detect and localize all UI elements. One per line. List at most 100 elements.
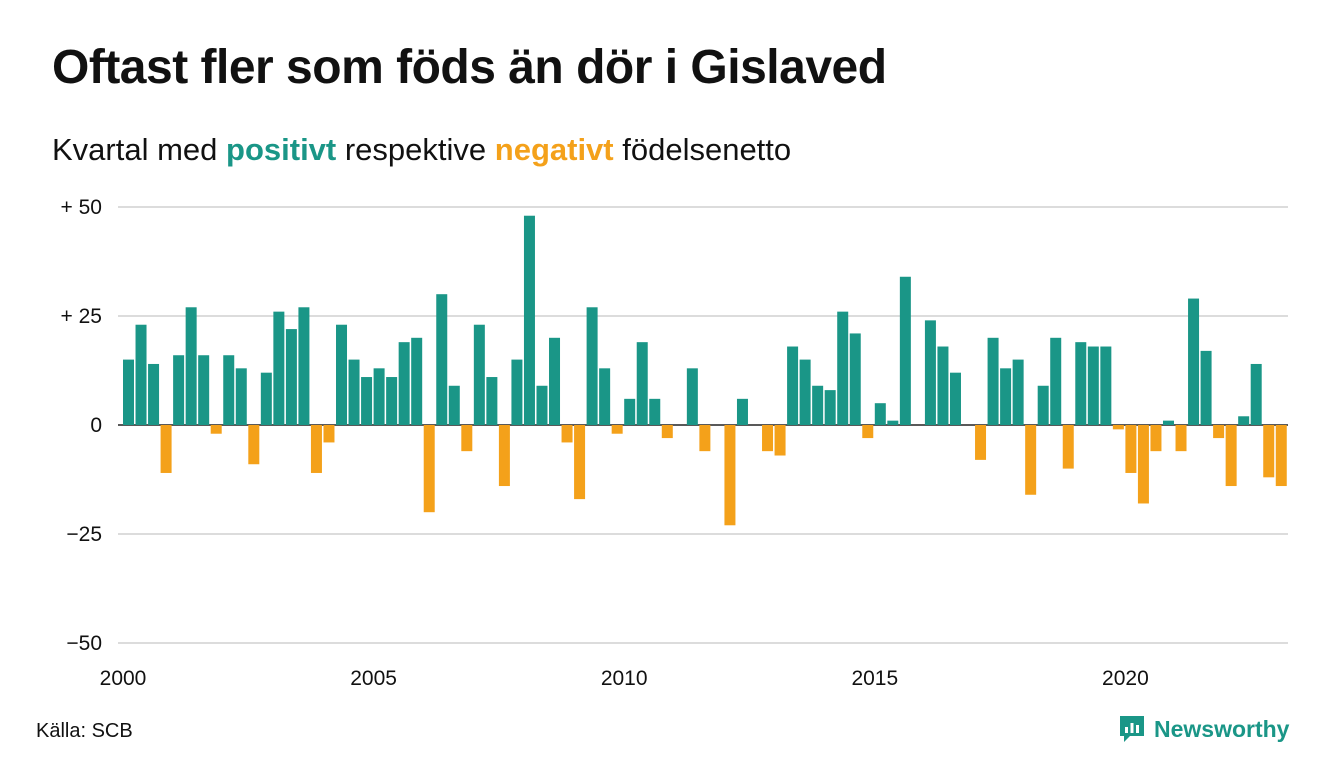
bar-positive: [260, 372, 272, 425]
bar-positive: [937, 346, 949, 425]
bar-negative: [1112, 425, 1124, 430]
y-tick-label: 0: [90, 414, 102, 437]
bar-positive: [285, 329, 297, 425]
bar-positive: [1162, 420, 1174, 425]
bar-positive: [1250, 363, 1262, 425]
subtitle-prefix: Kvartal med: [52, 132, 227, 167]
bar-negative: [248, 425, 260, 465]
bar-positive: [624, 398, 636, 425]
bar-positive: [348, 359, 360, 425]
bar-positive: [812, 385, 824, 425]
bar-positive: [649, 398, 661, 425]
bar-negative: [561, 425, 573, 443]
bar-positive: [336, 324, 348, 425]
y-tick-label: + 25: [61, 305, 102, 328]
bar-positive: [235, 368, 247, 425]
bar-positive: [273, 311, 285, 425]
bar-negative: [574, 425, 586, 500]
bar-positive: [837, 311, 849, 425]
bar-positive: [361, 377, 373, 425]
bar-positive: [924, 320, 936, 425]
bar-negative: [1137, 425, 1149, 504]
y-tick-label: −50: [66, 632, 102, 655]
bar-negative: [1275, 425, 1287, 487]
bar-positive: [599, 368, 611, 425]
bar-negative: [611, 425, 623, 434]
chart-subtitle: Kvartal med positivt respektive negativt…: [52, 132, 791, 168]
bar-positive: [899, 276, 911, 425]
bar-positive: [987, 337, 999, 425]
bar-positive: [736, 398, 748, 425]
y-tick-label: −25: [66, 523, 102, 546]
bar-positive: [198, 355, 210, 425]
bar-positive: [586, 307, 598, 425]
bar-positive: [123, 359, 134, 425]
x-tick-label: 2015: [851, 667, 898, 690]
bar-positive: [1200, 350, 1212, 425]
bar-positive: [1188, 298, 1200, 425]
bars: [123, 215, 1287, 526]
bar-negative: [310, 425, 322, 473]
bar-negative: [774, 425, 786, 456]
subtitle-suffix: födelsenetto: [613, 132, 792, 167]
y-axis-ticks: + 50 + 25 0 −25 −50: [61, 196, 102, 655]
bar-negative: [1213, 425, 1225, 439]
bar-negative: [1263, 425, 1275, 478]
bar-positive: [223, 355, 235, 425]
subtitle-positive-word: positivt: [226, 132, 337, 167]
bar-negative: [762, 425, 774, 452]
bar-negative: [323, 425, 335, 443]
bar-negative: [461, 425, 473, 452]
subtitle-negative-word: negativt: [494, 132, 614, 167]
bar-positive: [1087, 346, 1099, 425]
newsworthy-logo-icon: [1120, 716, 1144, 742]
bar-negative: [210, 425, 222, 434]
bar-positive: [511, 359, 523, 425]
bar-positive: [1100, 346, 1112, 425]
bar-negative: [1150, 425, 1162, 452]
bar-positive: [398, 342, 410, 425]
bar-positive: [148, 363, 160, 425]
brand[interactable]: Newsworthy: [1118, 714, 1289, 744]
x-axis-ticks: 2000 2005 2010 2015 2020: [100, 667, 1149, 690]
subtitle-middle: respektive: [336, 132, 495, 167]
x-tick-label: 2010: [601, 667, 648, 690]
bar-positive: [473, 324, 485, 425]
bar-chart: + 50 + 25 0 −25 −50 2000 2005 2010 2015 2020: [61, 196, 1288, 690]
bar-positive: [1012, 359, 1024, 425]
bar-positive: [824, 390, 836, 425]
bar-positive: [799, 359, 811, 425]
bar-positive: [135, 324, 147, 425]
bar-positive: [386, 377, 398, 425]
bar-positive: [523, 215, 535, 425]
bar-negative: [1175, 425, 1187, 452]
bar-positive: [185, 307, 197, 425]
bar-negative: [699, 425, 711, 452]
bar-positive: [1037, 385, 1049, 425]
bar-negative: [1062, 425, 1074, 469]
brand-name: Newsworthy: [1154, 715, 1290, 742]
chart-title: Oftast fler som föds än dör i Gislaved: [52, 41, 887, 94]
bar-positive: [787, 346, 799, 425]
bar-negative: [1225, 425, 1237, 487]
bar-positive: [411, 337, 423, 425]
bar-negative: [975, 425, 987, 460]
bar-negative: [862, 425, 874, 439]
bar-negative: [423, 425, 435, 513]
bar-positive: [436, 294, 448, 425]
bar-negative: [1125, 425, 1137, 473]
bar-positive: [849, 333, 861, 425]
bar-positive: [636, 342, 648, 425]
bar-positive: [1050, 337, 1062, 425]
x-tick-label: 2000: [100, 667, 147, 690]
bar-positive: [373, 368, 385, 425]
bar-negative: [1025, 425, 1037, 495]
bar-positive: [536, 385, 548, 425]
bar-positive: [686, 368, 698, 425]
bar-positive: [486, 377, 498, 425]
bar-positive: [549, 337, 561, 425]
y-tick-label: + 50: [61, 196, 102, 219]
bar-negative: [160, 425, 172, 473]
x-tick-label: 2005: [350, 667, 397, 690]
bar-positive: [887, 420, 899, 425]
